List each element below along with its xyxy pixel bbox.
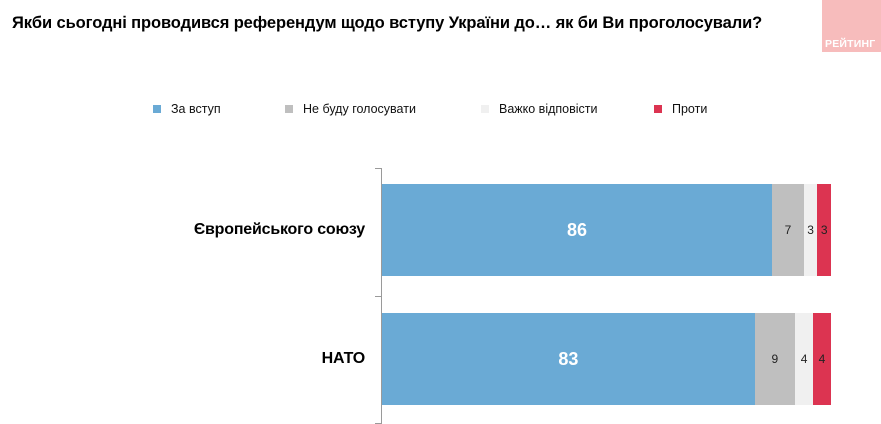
legend-label-not-vote: Не буду голосувати (303, 102, 416, 116)
bar-segment-nato-against: 4 (813, 313, 831, 405)
bar-segment-eu-not-vote: 7 (772, 184, 804, 276)
axis-tick (375, 296, 381, 297)
legend-item-against: Проти (654, 102, 707, 116)
bar-segment-nato-for: 83 (382, 313, 755, 405)
legend-item-not-vote: Не буду голосувати (285, 102, 416, 116)
legend-swatch-not-vote (285, 105, 293, 113)
category-axis (381, 168, 382, 424)
bar-nato: 83 9 4 4 (382, 313, 831, 405)
bar-segment-eu-for: 86 (382, 184, 773, 276)
legend-label-for: За вступ (171, 102, 221, 116)
logo-text: РЕЙТИНГ (825, 38, 876, 50)
legend: За вступ Не буду голосувати Важко відпов… (0, 102, 881, 120)
bar-segment-eu-hard-to-say: 3 (803, 184, 818, 276)
legend-swatch-against (654, 105, 662, 113)
bar-segment-nato-not-vote: 9 (754, 313, 796, 405)
legend-label-against: Проти (672, 102, 708, 116)
axis-tick (375, 168, 381, 169)
bar-segment-eu-against: 3 (817, 184, 832, 276)
legend-item-for: За вступ (153, 102, 221, 116)
bar-eu: 86 7 3 3 (382, 184, 832, 276)
category-label-eu: Європейського союзу (193, 221, 365, 238)
legend-label-hard-to-say: Важко відповісти (499, 102, 598, 116)
chart-title: Якби сьогодні проводився референдум щодо… (12, 14, 763, 32)
legend-swatch-hard-to-say (481, 105, 489, 113)
category-label-nato: НАТО (321, 350, 366, 367)
bar-segment-nato-hard-to-say: 4 (795, 313, 814, 405)
legend-swatch-for (153, 105, 161, 113)
rating-logo: РЕЙТИНГ (822, 0, 881, 52)
legend-item-hard-to-say: Важко відповісти (481, 102, 598, 116)
